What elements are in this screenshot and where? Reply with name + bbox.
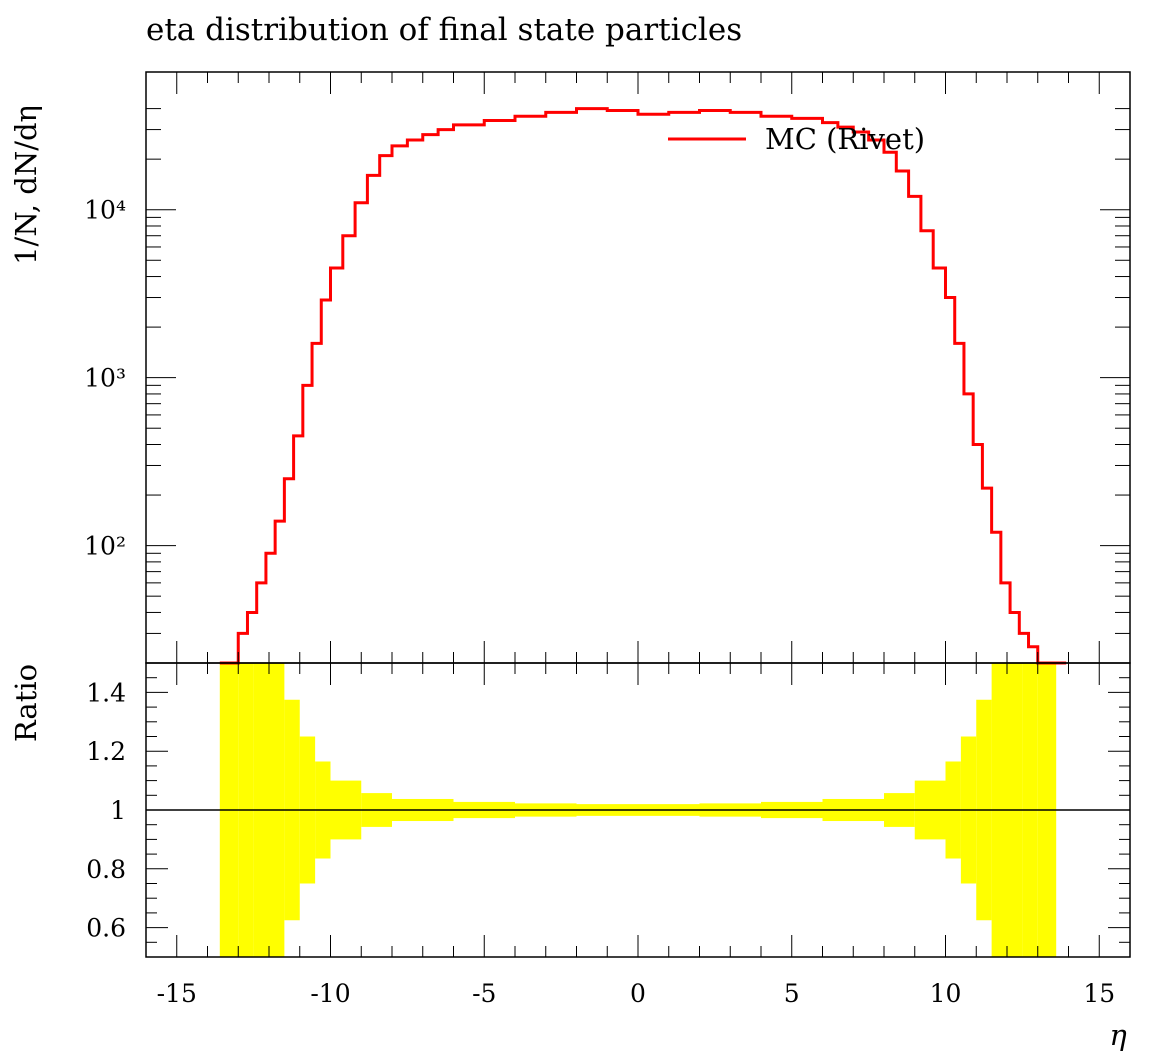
x-tick-label: -5 — [472, 979, 496, 1008]
legend: MC (Rivet) — [668, 122, 925, 156]
y-axis-label: 1/N, dN/dη — [9, 105, 43, 265]
y-tick-label: 10⁴ — [84, 196, 126, 225]
ratio-band-layer — [219, 663, 1057, 957]
axis-ticks — [145, 72, 1131, 958]
ratio-tick-label: 0.8 — [86, 855, 126, 884]
y-tick-label: 10³ — [84, 364, 126, 393]
y-tick-label: 10² — [84, 532, 126, 561]
x-tick-label: 10 — [930, 979, 962, 1008]
ratio-tick-label: 1.2 — [86, 737, 126, 766]
tick-labels: -15 -10 -5 0 5 10 15 10⁴ 10³ 10² 1.4 1.2 1 0.8 0.6 — [84, 196, 1115, 1008]
legend-label-mc-rivet: MC (Rivet) — [765, 122, 925, 156]
x-tick-label: 15 — [1083, 979, 1115, 1008]
x-tick-label: 0 — [630, 979, 646, 1008]
main-plot-frame — [145, 71, 1131, 664]
ratio-tick-label: 1 — [110, 796, 126, 825]
ratio-axis-label: Ratio — [9, 664, 43, 742]
x-tick-label: 5 — [784, 979, 800, 1008]
x-tick-label: -10 — [310, 979, 350, 1008]
x-axis-label: η — [1109, 1018, 1127, 1052]
chart-title: eta distribution of final state particle… — [146, 12, 743, 48]
mc-rivet-series-line — [219, 107, 1067, 665]
ratio-tick-label: 1.4 — [86, 678, 126, 707]
ratio-tick-label: 0.6 — [86, 914, 126, 943]
x-tick-label: -15 — [157, 979, 197, 1008]
